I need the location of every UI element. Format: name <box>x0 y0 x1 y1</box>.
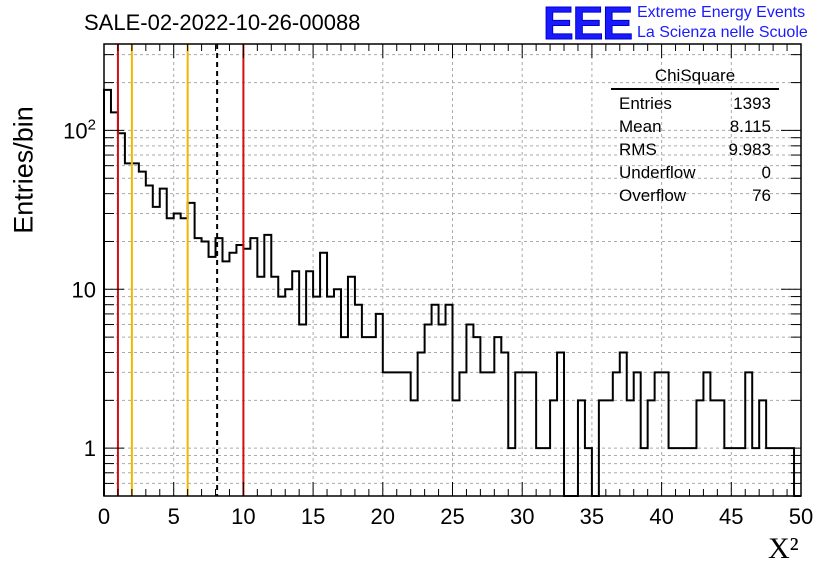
stats-value: 1393 <box>733 94 771 113</box>
x-tick-label: 20 <box>371 504 395 529</box>
y-axis-label-wrap: Entries/bin <box>4 106 44 234</box>
x-tick-label: 5 <box>168 504 180 529</box>
y-tick-label: 1 <box>84 436 96 461</box>
x-tick-label: 40 <box>649 504 673 529</box>
x-tick-label: 35 <box>580 504 604 529</box>
stats-label: Underflow <box>619 163 696 182</box>
stats-label: Overflow <box>619 186 687 205</box>
x-tick-label: 0 <box>98 504 110 529</box>
x-tick-label: 50 <box>789 504 813 529</box>
x-tick-label: 45 <box>719 504 743 529</box>
x-axis-label: X² <box>768 532 799 565</box>
logo-line-2: La Scienza nelle Scuole <box>637 24 808 41</box>
stats-label: Entries <box>619 94 672 113</box>
y-axis-label: Entries/bin <box>8 106 39 234</box>
x-tick-label: 30 <box>510 504 534 529</box>
stats-value: 8.115 <box>729 117 771 136</box>
stats-title: ChiSquare <box>611 66 779 90</box>
stats-row-overflow: Overflow 76 <box>611 184 779 207</box>
logo-line-1: Extreme Energy Events <box>637 4 806 21</box>
histogram-line <box>103 88 801 497</box>
y-tick-label: 102 <box>63 116 96 143</box>
stats-value: 0 <box>761 163 771 182</box>
stats-row-rms: RMS 9.983 <box>611 138 779 161</box>
stats-label: Mean <box>619 117 662 136</box>
eee-logo: EEE <box>542 0 633 49</box>
stats-value: 9.983 <box>728 140 771 159</box>
stats-row-mean: Mean 8.115 <box>611 115 779 138</box>
x-tick-label: 10 <box>231 504 255 529</box>
y-tick-label: 10 <box>72 277 96 302</box>
x-tick-label: 25 <box>440 504 464 529</box>
stats-row-underflow: Underflow 0 <box>611 161 779 184</box>
chart-title: SALE-02-2022-10-26-00088 <box>84 10 361 35</box>
stats-label: RMS <box>619 140 657 159</box>
stats-row-entries: Entries 1393 <box>611 92 779 115</box>
stats-value: 76 <box>752 186 771 205</box>
x-tick-label: 15 <box>301 504 325 529</box>
stats-box: ChiSquare Entries 1393 Mean 8.115 RMS 9.… <box>611 66 779 207</box>
